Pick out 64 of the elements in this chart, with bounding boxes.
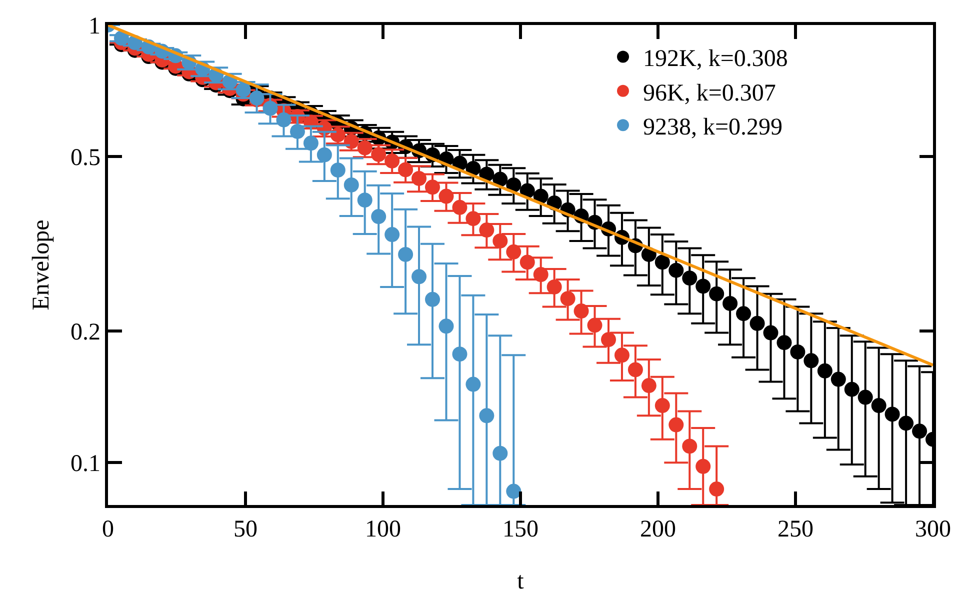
point — [668, 417, 684, 432]
y-tick-label: 1 — [88, 13, 100, 40]
point — [709, 482, 724, 497]
point — [466, 376, 481, 392]
point — [398, 246, 414, 262]
point — [452, 200, 468, 215]
point — [546, 279, 562, 294]
point — [425, 292, 440, 307]
x-axis-title: t — [517, 568, 524, 594]
point — [114, 30, 129, 46]
point — [290, 124, 305, 139]
point — [506, 244, 522, 260]
y-axis-title: Envelope — [28, 220, 54, 310]
point — [506, 484, 522, 499]
point — [425, 180, 440, 195]
point — [276, 112, 292, 128]
point — [628, 362, 643, 378]
legend-label: 96K, k=0.307 — [643, 80, 776, 106]
point — [330, 127, 346, 142]
point — [303, 136, 318, 151]
point — [357, 192, 372, 208]
point — [452, 346, 468, 362]
point — [316, 147, 332, 162]
point — [412, 269, 427, 284]
point — [682, 438, 698, 454]
point — [371, 209, 386, 224]
point — [641, 378, 656, 394]
y-tick-label: 0.1 — [70, 450, 100, 477]
point — [533, 267, 548, 282]
point — [696, 458, 711, 474]
point — [438, 318, 454, 334]
point — [466, 211, 481, 226]
y-tick-label: 0.5 — [70, 145, 100, 172]
x-tick-label: 150 — [502, 516, 538, 543]
point — [330, 162, 346, 178]
point — [479, 222, 494, 238]
point — [492, 233, 508, 248]
point — [344, 177, 359, 192]
point — [398, 162, 414, 178]
x-tick-label: 200 — [640, 516, 676, 543]
y-tick-label: 0.2 — [70, 319, 100, 346]
legend-label: 9238, k=0.299 — [643, 114, 783, 140]
point — [344, 134, 359, 149]
point — [587, 318, 602, 333]
x-tick-label: 300 — [915, 516, 951, 543]
point — [479, 408, 494, 424]
x-tick-label: 100 — [365, 516, 401, 543]
point — [384, 153, 400, 168]
point — [438, 188, 454, 204]
point — [371, 146, 386, 162]
point — [614, 348, 630, 363]
point — [492, 446, 508, 461]
point — [560, 291, 576, 306]
x-tick-label: 50 — [234, 516, 258, 543]
x-tick-label: 250 — [778, 516, 814, 543]
point — [601, 332, 616, 348]
point — [654, 398, 670, 414]
point — [574, 304, 589, 319]
point — [520, 254, 535, 270]
legend-label: 192K, k=0.308 — [643, 46, 788, 72]
point — [384, 227, 400, 242]
point — [412, 170, 427, 186]
point — [357, 140, 372, 156]
x-tick-label: 0 — [102, 516, 114, 543]
